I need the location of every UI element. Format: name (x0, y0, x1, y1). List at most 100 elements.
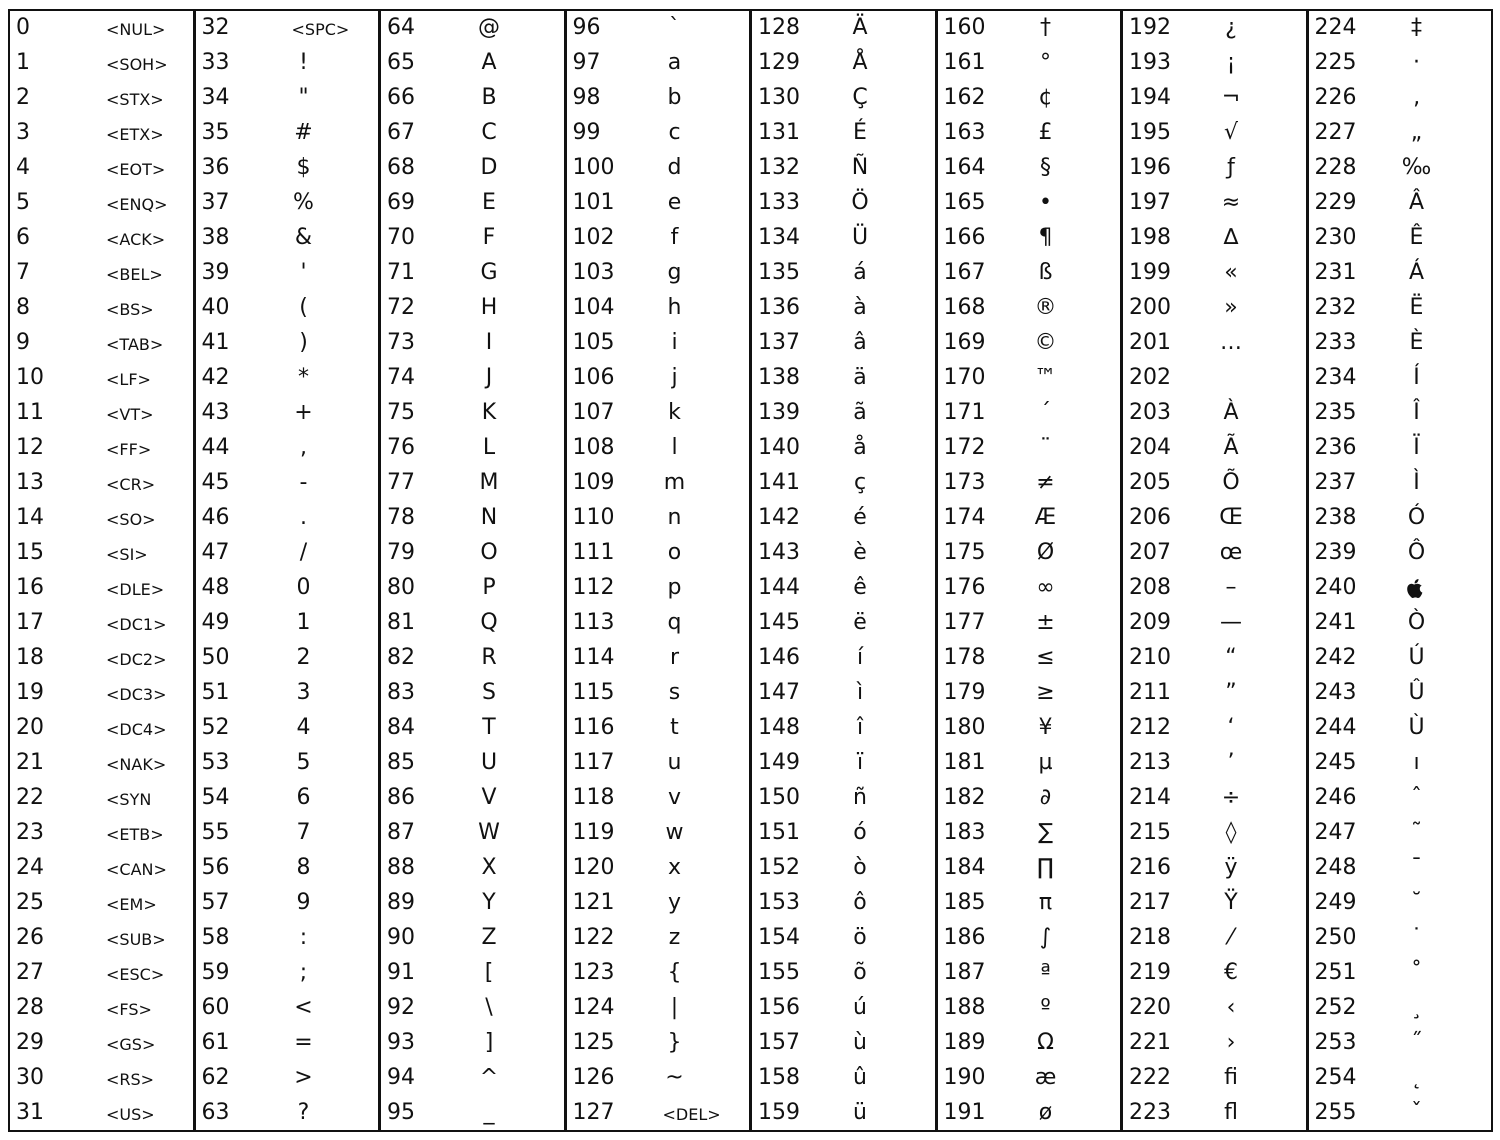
table-column: 128 Ä 129 Å 130 Ç 131 É 132 Ñ 133 Ö 134 Ü 135 á 136 à 137 â… (749, 11, 935, 1130)
character: € (1224, 960, 1238, 985)
character: n (667, 505, 682, 530)
table-row: 76 L (381, 431, 564, 466)
table-row: 200 » (1123, 291, 1306, 326)
apple-logo-icon (1406, 579, 1424, 602)
character: Õ (1222, 470, 1240, 495)
char-code: 18 (16, 645, 44, 670)
table-row: 165 • (938, 186, 1121, 221)
character: ¢ (1038, 85, 1053, 110)
char-code: 47 (201, 540, 230, 565)
table-row: 59; (196, 956, 379, 991)
table-row: 44, (196, 431, 379, 466)
character: Ê (1409, 225, 1424, 250)
character: ‰ (1401, 155, 1432, 180)
table-row: 69 E (381, 186, 564, 221)
char-code: 187 (943, 960, 986, 985)
table-row: 3 <ETX> (10, 116, 193, 151)
character: @ (478, 15, 500, 40)
character: £ (1038, 120, 1053, 145)
char-code: 245 (1314, 750, 1357, 775)
table-row: 86 V (381, 781, 564, 816)
character: ® (1034, 295, 1057, 320)
table-row: 161 ° (938, 46, 1121, 81)
char-code: 233 (1314, 330, 1357, 355)
table-row: 184 ∏ (938, 851, 1121, 886)
table-row: 188 º (938, 991, 1121, 1026)
table-row: 72 H (381, 291, 564, 326)
table-row: 191 ø (938, 1096, 1121, 1131)
table-row: 112 p (567, 571, 750, 606)
char-code: 39 (201, 260, 230, 285)
char-code: 179 (943, 680, 986, 705)
table-row: 152 ò (752, 851, 935, 886)
char-code: 156 (758, 995, 800, 1020)
char-code: 193 (1129, 50, 1171, 75)
character: ù (853, 1030, 867, 1055)
table-row: 54 6 (196, 781, 379, 816)
table-row: 230 Ê (1309, 221, 1492, 256)
character: ? (297, 1100, 310, 1125)
character: ö (853, 925, 867, 950)
char-code: 11 (16, 400, 44, 425)
character: <BEL> (106, 265, 163, 284)
character: « (1224, 260, 1238, 285)
table-row: 132 Ñ (752, 151, 935, 186)
char-code: 240 (1314, 575, 1357, 600)
character-table: 0 <NUL> 1 <SOH> 2 <STX> 3 <ETX> 4 <EOT> 5 <ENQ> 6 <AC… (8, 9, 1493, 1132)
table-row: 251 ˚ (1309, 956, 1492, 991)
table-row: 36 $ (196, 151, 379, 186)
character: — (1220, 610, 1242, 635)
table-row: 190 æ (938, 1061, 1121, 1096)
character: „ (1410, 120, 1423, 145)
table-row: 168 ® (938, 291, 1121, 326)
character: f (670, 225, 679, 250)
table-row: 118 v (567, 781, 750, 816)
char-code: 27 (16, 960, 44, 985)
character: p (667, 575, 682, 600)
char-code: 84 (387, 715, 415, 740)
table-row: 88 X (381, 851, 564, 886)
table-row: 181 µ (938, 746, 1121, 781)
character: › (1226, 1030, 1236, 1055)
char-code: 34 (201, 85, 230, 110)
table-row: 216 ÿ (1123, 851, 1306, 886)
character: F (482, 225, 496, 250)
table-row: 225 · (1309, 46, 1492, 81)
table-row: 0 <NUL> (10, 11, 193, 46)
character: | (670, 995, 679, 1020)
table-row: 204 Ã (1123, 431, 1306, 466)
char-code: 154 (758, 925, 800, 950)
char-code: 30 (16, 1065, 44, 1090)
char-code: 214 (1129, 785, 1171, 810)
character: Z (481, 925, 497, 950)
char-code: 184 (943, 855, 986, 880)
char-code: 132 (758, 155, 800, 180)
char-code: 204 (1129, 435, 1171, 460)
char-code: 32 (201, 15, 230, 40)
table-row: 169 © (938, 326, 1121, 361)
char-code: 148 (758, 715, 800, 740)
char-code: 191 (943, 1100, 986, 1125)
char-code: 8 (16, 295, 30, 320)
table-row: 172 ¨ (938, 431, 1121, 466)
character: y (667, 890, 682, 915)
char-code: 143 (758, 540, 800, 565)
table-row: 245 ı (1309, 746, 1492, 781)
char-code: 89 (387, 890, 415, 915)
table-row: 142 é (752, 501, 935, 536)
character: W (478, 820, 500, 845)
character: w (665, 820, 684, 845)
table-row: 16 <DLE> (10, 571, 193, 606)
character: ◊ (1225, 820, 1237, 845)
table-row: 121 y (567, 886, 750, 921)
table-row: 14 <SO> (10, 501, 193, 536)
character: k (668, 400, 681, 425)
table-row: 26 <SUB> (10, 921, 193, 956)
table-row: 133 Ö (752, 186, 935, 221)
character: Ó (1407, 505, 1426, 530)
character: * (298, 365, 309, 390)
table-row: 113 q (567, 606, 750, 641)
table-row: 89 Y (381, 886, 564, 921)
char-code: 40 (201, 295, 230, 320)
table-row: 231 Á (1309, 256, 1492, 291)
